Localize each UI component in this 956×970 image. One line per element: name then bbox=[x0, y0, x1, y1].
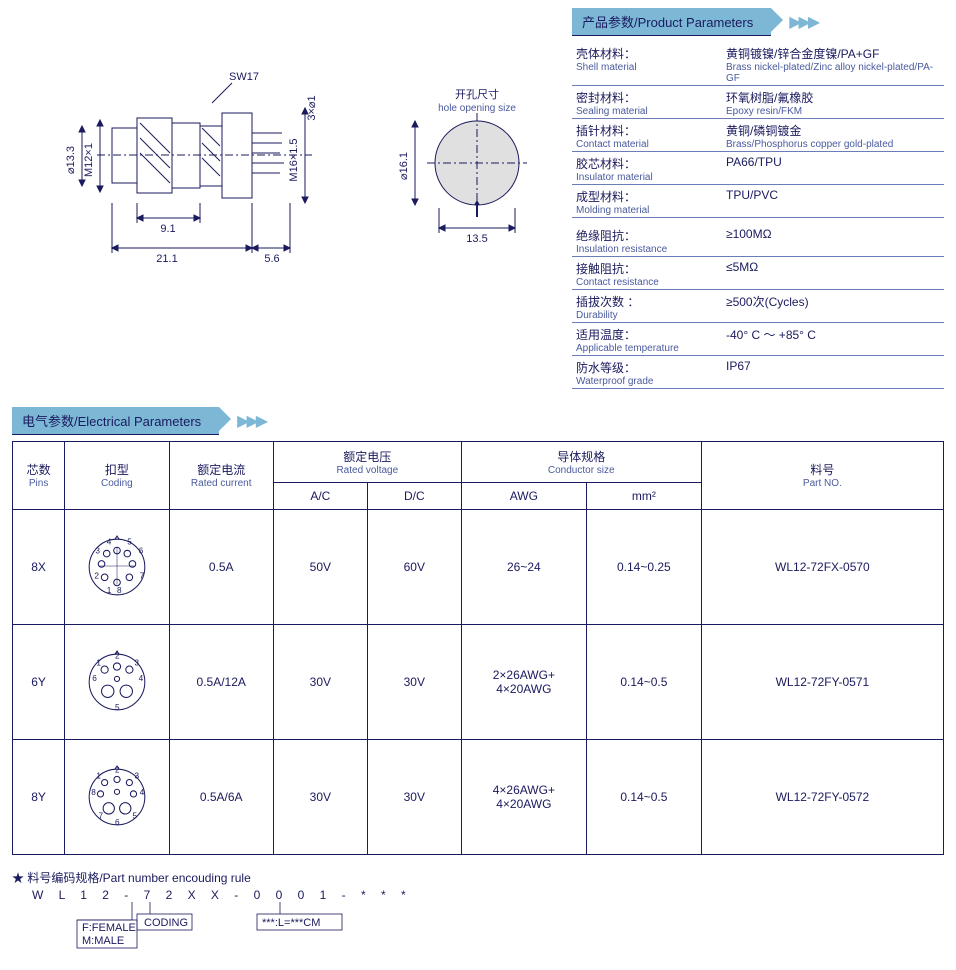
param-row: 适用温度：Applicable temperature -40° C ～ +85… bbox=[572, 322, 944, 355]
product-params-header: 产品参数/Product Parameters ▶▶▶ bbox=[572, 8, 944, 36]
svg-text:6: 6 bbox=[138, 546, 143, 555]
svg-text:8: 8 bbox=[117, 585, 122, 594]
param-row: 壳体材料：Shell material 黄铜镀镍/锌合金度镍/PA+GFBras… bbox=[572, 42, 944, 86]
param-row: 插拔次数 ：Durability ≥500次(Cycles) bbox=[572, 289, 944, 322]
elec-row: 8Y 12345678 0.5A/6A 30V 30V 4×26AWG+4×20… bbox=[13, 739, 944, 854]
param-row: 接触阻抗：Contact resistance ≤5MΩ bbox=[572, 256, 944, 289]
svg-text:4: 4 bbox=[140, 787, 145, 796]
svg-text:3: 3 bbox=[95, 546, 100, 555]
param-row: 成型材料：Molding material TPU/PVC bbox=[572, 185, 944, 218]
svg-text:8: 8 bbox=[91, 787, 96, 796]
svg-text:6: 6 bbox=[92, 673, 97, 682]
svg-text:6: 6 bbox=[115, 817, 120, 826]
svg-text:hole opening size: hole opening size bbox=[438, 103, 516, 114]
svg-text:M16×1.5: M16×1.5 bbox=[288, 138, 300, 181]
param-row: 插针材料：Contact material 黄铜/磷铜镀金Brass/Phosp… bbox=[572, 119, 944, 152]
svg-text:5: 5 bbox=[127, 537, 132, 546]
svg-text:3×⌀1: 3×⌀1 bbox=[306, 95, 318, 120]
svg-text:开孔尺寸: 开孔尺寸 bbox=[455, 87, 499, 101]
technical-drawing: SW17 ⌀13.3 M12×1 M16×1.5 3×⌀1 9.1 21.1 5… bbox=[12, 8, 572, 288]
svg-text:7: 7 bbox=[140, 571, 145, 580]
elec-row: 6Y 123456 0.5A/12A 30V 30V 2×26AWG+4×20A… bbox=[13, 624, 944, 739]
svg-text:21.1: 21.1 bbox=[156, 253, 177, 265]
svg-text:1: 1 bbox=[96, 771, 101, 780]
product-params-table: 壳体材料：Shell material 黄铜镀镍/锌合金度镍/PA+GFBras… bbox=[572, 42, 944, 389]
svg-text:2: 2 bbox=[94, 571, 99, 580]
svg-text:2: 2 bbox=[115, 765, 120, 774]
svg-text:9.1: 9.1 bbox=[160, 223, 175, 235]
svg-text:1: 1 bbox=[107, 585, 112, 594]
svg-text:SW17: SW17 bbox=[229, 71, 259, 83]
electrical-params-table: 芯数Pins 扣型Coding 额定电流Rated current 额定电压Ra… bbox=[12, 441, 944, 855]
svg-text:M12×1: M12×1 bbox=[83, 143, 95, 177]
svg-text:⌀16.1: ⌀16.1 bbox=[398, 152, 410, 180]
svg-text:1: 1 bbox=[96, 658, 101, 667]
param-row: 密封材料：Sealing material 环氧树脂/氟橡胶Epoxy resi… bbox=[572, 86, 944, 119]
svg-text:2: 2 bbox=[115, 651, 120, 660]
encoding-rule: ★ 料号编码规格/Part number encouding rule W L … bbox=[12, 869, 944, 962]
elec-row: 8X 34567812 0.5A 50V 60V 26~24 0.14~0.25… bbox=[13, 509, 944, 624]
electrical-params-header: 电气参数/Electrical Parameters ▶▶▶ bbox=[12, 407, 944, 435]
svg-text:7: 7 bbox=[98, 811, 103, 820]
svg-text:13.5: 13.5 bbox=[466, 233, 487, 245]
svg-text:4: 4 bbox=[107, 537, 112, 546]
svg-text:3: 3 bbox=[134, 658, 139, 667]
svg-text:3: 3 bbox=[134, 771, 139, 780]
svg-text:⌀13.3: ⌀13.3 bbox=[65, 146, 77, 174]
svg-text:5: 5 bbox=[132, 811, 137, 820]
svg-text:5: 5 bbox=[115, 702, 120, 711]
param-row: 防水等级：Waterproof grade IP67 bbox=[572, 355, 944, 388]
svg-text:4: 4 bbox=[138, 673, 143, 682]
param-row: 绝缘阻抗：Insulation resistance ≥100MΩ bbox=[572, 224, 944, 257]
param-row: 胶芯材料：Insulator material PA66/TPU bbox=[572, 152, 944, 185]
svg-text:5.6: 5.6 bbox=[264, 253, 279, 265]
